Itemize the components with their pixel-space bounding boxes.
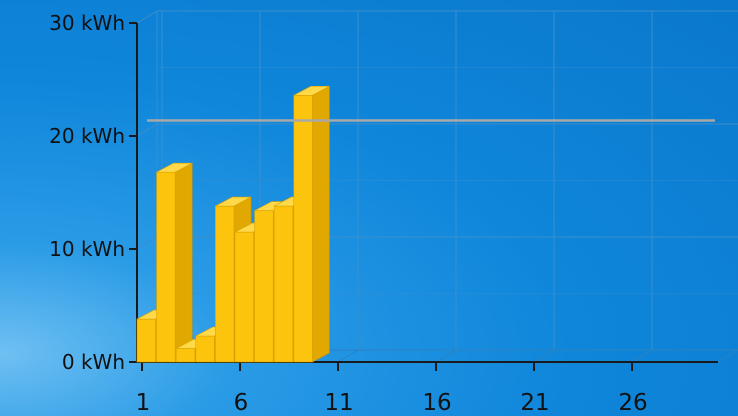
bar-front [175,348,196,363]
bar-front [136,318,156,363]
bar-side [174,162,193,363]
bar-top [215,196,252,207]
floor-grid-line [717,349,738,363]
x-tick-label: 11 [324,390,353,416]
y-tick-label: 30 kWh [49,11,125,35]
bar-front [195,335,215,363]
bar-front [234,231,254,363]
y-tick-label: 10 kWh [49,237,125,261]
floor-grid-line [631,349,653,363]
y-tick-label: 20 kWh [49,124,125,148]
bar-top [156,162,193,173]
bar-series [136,85,330,363]
y-axis-labels: 0 kWh 10 kWh 20 kWh 30 kWh [49,11,125,374]
bar-top [293,86,330,96]
bar-front [273,205,294,363]
bar-front [293,95,313,363]
grid-line-diagonal [136,10,158,24]
bar-front [156,171,176,363]
bar [156,162,193,363]
floor-grid-line [533,349,555,363]
bar [293,85,330,363]
x-tick-label: 16 [422,390,451,416]
y-tick-label: 0 kWh [62,350,125,374]
x-tick-label: 21 [520,390,549,416]
x-axis-labels: 1 6 11 16 21 26 [136,390,648,416]
grid-line-diagonal [136,123,158,137]
grid-line-diagonal [136,236,158,250]
bar-front [254,210,274,363]
x-tick-label: 26 [618,390,647,416]
bar-side [312,85,330,363]
x-tick-label: 1 [136,390,151,416]
bar-front [215,205,235,363]
floor-grid-line [435,349,457,363]
x-tick-label: 6 [234,390,249,416]
floor-grid-line [337,349,359,363]
